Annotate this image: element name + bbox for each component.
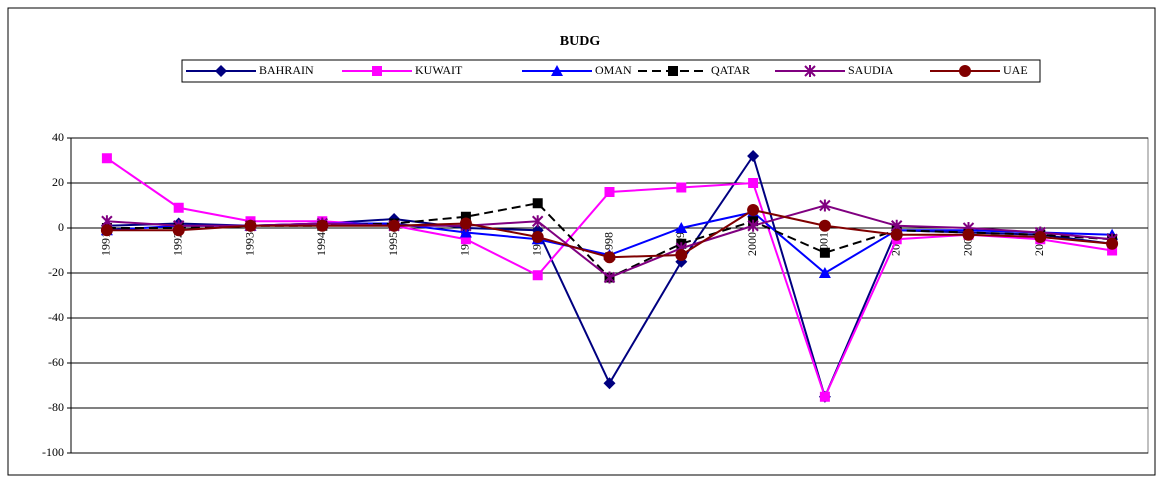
x-tick-label: 1991: [99, 232, 113, 256]
data-point: [1107, 245, 1118, 256]
legend-label: QATAR: [711, 63, 750, 77]
legend-marker: [551, 65, 563, 76]
legend-marker: [804, 65, 816, 77]
data-point: [460, 211, 471, 222]
legend-marker: [668, 66, 678, 76]
data-point: [603, 377, 616, 390]
y-tick-label: 0: [58, 220, 64, 234]
data-point: [459, 226, 472, 238]
data-point: [316, 219, 329, 232]
x-tick-label: 2000: [745, 232, 759, 256]
data-point: [460, 234, 471, 245]
y-tick-label: -60: [48, 355, 64, 369]
data-point: [747, 204, 760, 216]
data-point: [1034, 231, 1047, 243]
data-point: [388, 219, 401, 232]
data-point: [747, 150, 760, 162]
legend-label: KUWAIT: [415, 63, 463, 77]
y-tick-label: -40: [48, 310, 64, 324]
legend-label: UAE: [1003, 63, 1028, 77]
data-point: [962, 228, 975, 241]
data-point: [747, 219, 759, 232]
data-point: [675, 222, 688, 233]
x-tick-label: 1994: [314, 232, 328, 256]
data-point: [748, 178, 759, 188]
x-tick-label: 1998: [601, 232, 615, 256]
x-tick-label: 1993: [242, 232, 256, 256]
y-tick-label: -80: [48, 400, 64, 414]
data-point: [818, 267, 831, 278]
data-point: [890, 228, 903, 241]
legend-marker: [372, 66, 382, 76]
data-point: [603, 251, 616, 264]
chart-title: BUDG: [560, 34, 601, 49]
legend-marker: [215, 65, 227, 77]
legend-marker: [959, 65, 971, 77]
data-point: [603, 271, 616, 284]
legend-label: BAHRAIN: [259, 63, 314, 77]
data-point: [604, 187, 615, 197]
legend-label: OMAN: [595, 63, 632, 77]
data-point: [818, 219, 831, 232]
data-point: [459, 217, 472, 230]
data-point: [173, 202, 184, 213]
plot-area: [70, 137, 1149, 454]
data-point: [172, 224, 185, 237]
data-point: [676, 182, 687, 193]
data-point: [819, 199, 831, 212]
data-point: [532, 270, 543, 281]
y-tick-label: 20: [52, 175, 64, 189]
data-point: [1106, 237, 1119, 250]
data-point: [531, 231, 544, 243]
data-point: [819, 391, 830, 402]
x-tick-label: 1995: [386, 232, 400, 256]
data-point: [100, 224, 113, 237]
data-point: [244, 219, 257, 232]
y-tick-label: -20: [48, 265, 64, 279]
legend-label: SAUDIA: [848, 63, 894, 77]
data-point: [532, 198, 543, 209]
legend-box: [181, 59, 1041, 83]
data-point: [819, 247, 830, 258]
y-tick-label: -100: [42, 445, 64, 459]
y-tick-label: 40: [52, 130, 64, 144]
data-point: [675, 249, 688, 261]
x-tick-label: 1992: [170, 232, 184, 256]
data-point: [101, 153, 112, 164]
data-point: [531, 215, 544, 228]
